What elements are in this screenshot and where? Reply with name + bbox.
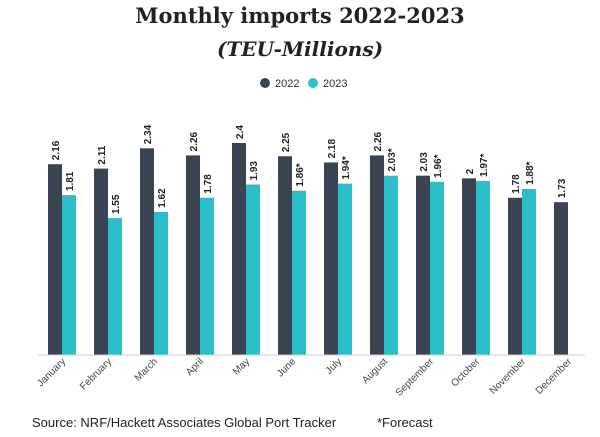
bar-2023-may: [246, 184, 260, 355]
bar-2023-january: [62, 195, 76, 355]
bar-2022-august: [370, 155, 384, 355]
bar-2023-october: [476, 180, 490, 355]
x-tick-label-february: February: [78, 356, 114, 392]
value-label-2022-september: 2.03: [419, 152, 430, 172]
value-label-2022-august: 2.26: [373, 131, 384, 151]
source-note: Source: NRF/Hackett Associates Global Po…: [32, 415, 337, 430]
legend-swatch-2022: [260, 78, 270, 88]
bar-2023-july: [338, 183, 352, 355]
value-label-2022-october: 2: [465, 168, 476, 174]
legend-label-2023: 2023: [323, 78, 347, 90]
value-label-2022-february: 2.11: [97, 145, 108, 164]
value-label-2023-october: 1.97*: [479, 154, 490, 177]
value-label-2023-june: 1.86*: [295, 163, 306, 186]
x-tick-label-march: March: [133, 356, 160, 383]
value-label-2023-may: 1.93: [249, 161, 260, 181]
bar-2022-july: [324, 162, 338, 355]
bar-2022-april: [186, 155, 200, 355]
forecast-note: *Forecast: [377, 415, 433, 430]
chart-title: Monthly imports 2022-2023: [135, 3, 464, 28]
value-label-2022-april: 2.26: [189, 131, 200, 151]
value-label-2022-december: 1.73: [557, 178, 568, 198]
chart-subtitle: (TEU-Millions): [217, 37, 383, 61]
bar-2022-february: [94, 168, 108, 355]
bar-2022-june: [278, 156, 292, 355]
plot-area: 2.161.81 January 2.11 1.55 February 2.34 1.62 M…: [35, 124, 574, 398]
bar-2022-november: [508, 197, 522, 355]
bar-2023-april: [200, 197, 214, 355]
value-label-2023-february: 1.55: [111, 194, 122, 214]
value-label-2022-june: 2.25: [281, 132, 292, 152]
bar-2022-december: [554, 202, 568, 355]
x-tick-label-april: April: [184, 356, 206, 378]
bar-2023-february: [108, 218, 122, 355]
x-tick-label-december: December: [534, 356, 575, 397]
value-label-2023-april: 1.78: [203, 174, 214, 194]
value-label-2022-july: 2.18: [327, 139, 338, 159]
value-label-2023-january: 1.81: [65, 171, 76, 191]
value-label-2022-november: 1.78: [511, 174, 522, 194]
x-tick-label-october: October: [449, 356, 482, 389]
x-tick-label-august: August: [360, 356, 390, 386]
x-tick-label-september: September: [394, 356, 437, 399]
x-tick-label-november: November: [488, 356, 529, 397]
legend-label-2022: 2022: [275, 78, 299, 90]
bar-2022-may: [232, 143, 246, 355]
bar-2023-june: [292, 190, 306, 355]
value-label-2022-january: 2.16: [51, 140, 62, 160]
value-label-2023-august: 2.03*: [387, 148, 398, 171]
value-label-2023-november: 1.88*: [525, 161, 536, 184]
bar-2023-march: [154, 211, 168, 355]
value-label-2022-march: 2.34: [143, 124, 154, 144]
x-tick-label-june: June: [275, 356, 298, 379]
value-label-2023-march: 1.62: [157, 188, 168, 208]
bar-2022-january: [48, 164, 62, 355]
bar-2022-september: [416, 175, 430, 355]
bar-2023-august: [384, 175, 398, 355]
legend-swatch-2023: [308, 78, 318, 88]
value-label-2023-july: 1.94*: [341, 156, 352, 179]
bar-2022-october: [462, 178, 476, 355]
legend: 2022 2023: [260, 78, 347, 90]
bar-2023-november: [522, 188, 536, 355]
x-tick-label-july: July: [324, 356, 344, 376]
value-label-2023-september: 1.96*: [433, 154, 444, 177]
x-tick-label-january: January: [35, 356, 68, 389]
bar-2022-march: [140, 148, 154, 355]
value-label-2022-may: 2.4: [235, 125, 246, 139]
x-tick-label-may: May: [231, 356, 252, 377]
bar-2023-september: [430, 181, 444, 355]
